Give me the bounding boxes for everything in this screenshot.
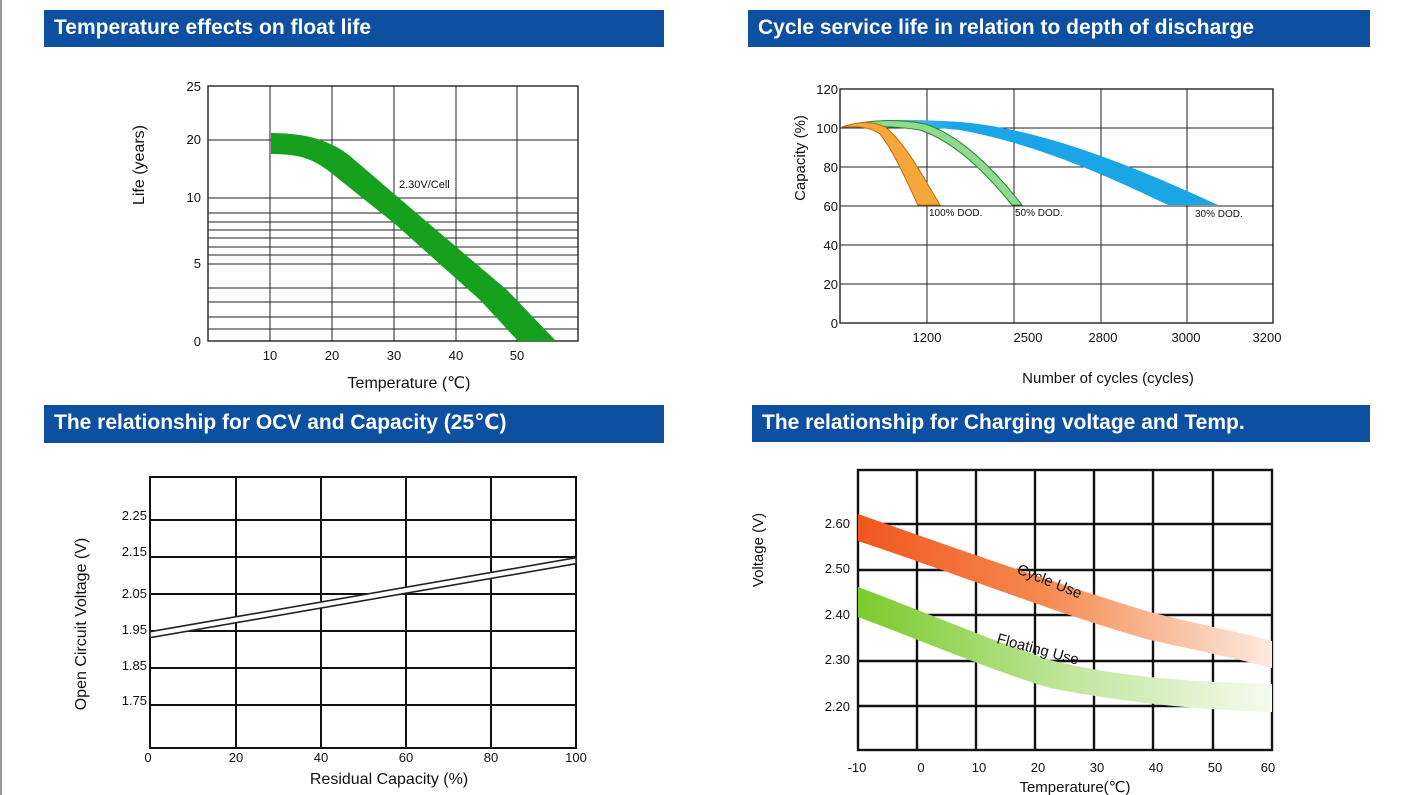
header-ocv: The relationship for OCV and Capacity (2… <box>44 405 664 443</box>
ocv-xtick-20: 20 <box>229 750 243 765</box>
cycle-dod100-band <box>841 122 941 206</box>
cycle-ytick-80: 80 <box>824 160 838 175</box>
cycle-ylabel: Capacity (%) <box>792 115 809 201</box>
float-life-ytick-25: 25 <box>187 79 201 94</box>
page-left-border <box>0 0 2 795</box>
ocv-grid <box>149 476 577 749</box>
cycle-life-chart: 100% DOD. 50% DOD. 30% DOD. 120 100 80 6… <box>792 82 1281 387</box>
cycle-ytick-60: 60 <box>824 199 838 214</box>
header-charging: The relationship for Charging voltage an… <box>752 405 1370 442</box>
charging-xtick-0: 0 <box>917 760 924 775</box>
charging-xtick-10: 10 <box>972 760 986 775</box>
ocv-xtick-60: 60 <box>399 750 413 765</box>
float-life-ytick-20: 20 <box>187 132 201 147</box>
float-life-annotation: 2.30V/Cell <box>399 179 450 191</box>
header-cycle-life: Cycle service life in relation to depth … <box>748 10 1370 47</box>
charging-xtick-60: 60 <box>1261 760 1275 775</box>
charging-ytick-2.60: 2.60 <box>825 516 850 531</box>
float-life-ytick-10: 10 <box>187 190 201 205</box>
charging-xlabel: Temperature(℃) <box>1019 779 1130 795</box>
float-life-ytick-0: 0 <box>194 334 201 349</box>
charging-xtick-neg10: -10 <box>848 760 867 775</box>
float-life-xlabel: Temperature (℃) <box>348 375 471 392</box>
cycle-ytick-120: 120 <box>816 82 838 97</box>
charging-ytick-2.30: 2.30 <box>825 652 850 667</box>
charging-ylabel: Voltage (V) <box>750 513 767 587</box>
cycle-ytick-40: 40 <box>824 238 838 253</box>
header-float-life: Temperature effects on float life <box>44 10 664 47</box>
charging-ytick-2.20: 2.20 <box>825 699 850 714</box>
ocv-xtick-40: 40 <box>314 750 328 765</box>
ocv-xtick-80: 80 <box>484 750 498 765</box>
float-life-xtick-30: 30 <box>387 348 401 363</box>
cycle-xtick-3000: 3000 <box>1172 330 1201 345</box>
float-life-ylabel: Life (years) <box>131 125 148 205</box>
ocv-ytick-2.15: 2.15 <box>122 544 147 559</box>
cycle-dod100-label: 100% DOD. <box>929 208 982 219</box>
cycle-xtick-2800: 2800 <box>1089 330 1118 345</box>
cycle-xtick-3200: 3200 <box>1253 330 1282 345</box>
float-life-chart: 2.30V/Cell 25 20 10 5 0 10 20 30 40 50 T… <box>131 79 579 392</box>
cycle-dod50-label: 50% DOD. <box>1015 208 1063 219</box>
cycle-xtick-1200: 1200 <box>913 330 942 345</box>
ocv-ytick-2.25: 2.25 <box>122 508 147 523</box>
cycle-ytick-100: 100 <box>816 121 838 136</box>
ocv-ytick-2.05: 2.05 <box>122 586 147 601</box>
cycle-xtick-2500: 2500 <box>1014 330 1043 345</box>
float-life-xtick-40: 40 <box>449 348 463 363</box>
charging-xtick-40: 40 <box>1149 760 1163 775</box>
ocv-xtick-0: 0 <box>144 750 151 765</box>
charging-xtick-30: 30 <box>1090 760 1104 775</box>
float-life-ytick-5: 5 <box>194 256 201 271</box>
float-life-xtick-10: 10 <box>263 348 277 363</box>
float-life-band <box>271 133 556 341</box>
charging-ytick-2.40: 2.40 <box>825 607 850 622</box>
cycle-dod30-band <box>842 119 1218 205</box>
charging-chart: Cycle Use Floating Use 2.60 2.50 2.40 2.… <box>750 468 1275 795</box>
ocv-ytick-1.75: 1.75 <box>122 693 147 708</box>
cycle-ytick-0: 0 <box>831 316 838 331</box>
charging-cycle-use-band <box>858 514 1272 668</box>
cycle-xlabel: Number of cycles (cycles) <box>1022 370 1194 387</box>
charging-ytick-2.50: 2.50 <box>825 561 850 576</box>
charging-xtick-20: 20 <box>1031 760 1045 775</box>
ocv-ytick-1.85: 1.85 <box>122 658 147 673</box>
float-life-xtick-20: 20 <box>325 348 339 363</box>
cycle-dod30-label: 30% DOD. <box>1195 209 1243 220</box>
ocv-ytick-1.95: 1.95 <box>122 622 147 637</box>
ocv-xlabel: Residual Capacity (%) <box>310 771 468 788</box>
cycle-dod50-band <box>841 120 1024 206</box>
float-life-xtick-50: 50 <box>510 348 524 363</box>
charging-floating-use-band <box>858 587 1272 712</box>
ocv-xtick-100: 100 <box>565 750 587 765</box>
cycle-ytick-20: 20 <box>824 277 838 292</box>
ocv-line <box>149 556 577 639</box>
ocv-ylabel: Open Circuit Voltage (V) <box>73 538 90 711</box>
charging-xtick-50: 50 <box>1208 760 1222 775</box>
ocv-chart: 2.25 2.15 2.05 1.95 1.85 1.75 0 20 40 60… <box>73 476 587 788</box>
